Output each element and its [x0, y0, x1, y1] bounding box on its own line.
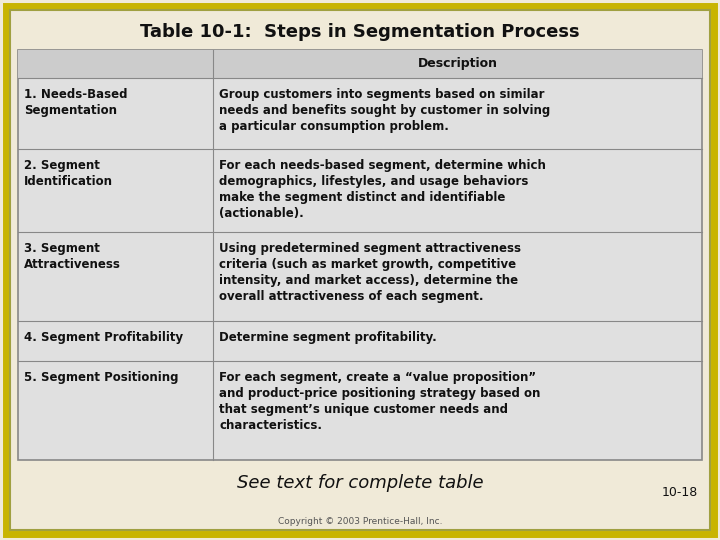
Text: Copyright © 2003 Prentice-Hall, Inc.: Copyright © 2003 Prentice-Hall, Inc. [278, 517, 442, 526]
Text: 1. Needs-Based
Segmentation: 1. Needs-Based Segmentation [24, 88, 127, 117]
Text: See text for complete table: See text for complete table [237, 474, 483, 492]
Text: For each segment, create a “value proposition”
and product-price positioning str: For each segment, create a “value propos… [219, 371, 541, 432]
Text: 5. Segment Positioning: 5. Segment Positioning [24, 371, 179, 384]
Text: 2. Segment
Identification: 2. Segment Identification [24, 159, 113, 188]
Text: Using predetermined segment attractiveness
criteria (such as market growth, comp: Using predetermined segment attractivene… [219, 242, 521, 303]
FancyBboxPatch shape [10, 10, 710, 530]
Text: Group customers into segments based on similar
needs and benefits sought by cust: Group customers into segments based on s… [219, 88, 550, 133]
Text: 10-18: 10-18 [662, 487, 698, 500]
Text: Table 10-1:  Steps in Segmentation Process: Table 10-1: Steps in Segmentation Proces… [140, 23, 580, 41]
FancyBboxPatch shape [18, 50, 702, 460]
Text: 3. Segment
Attractiveness: 3. Segment Attractiveness [24, 242, 121, 272]
Text: Description: Description [418, 57, 498, 71]
Text: 4. Segment Profitability: 4. Segment Profitability [24, 331, 183, 344]
FancyBboxPatch shape [6, 6, 714, 534]
Text: For each needs-based segment, determine which
demographics, lifestyles, and usag: For each needs-based segment, determine … [219, 159, 546, 220]
Text: Determine segment profitability.: Determine segment profitability. [219, 331, 437, 344]
FancyBboxPatch shape [18, 50, 702, 78]
